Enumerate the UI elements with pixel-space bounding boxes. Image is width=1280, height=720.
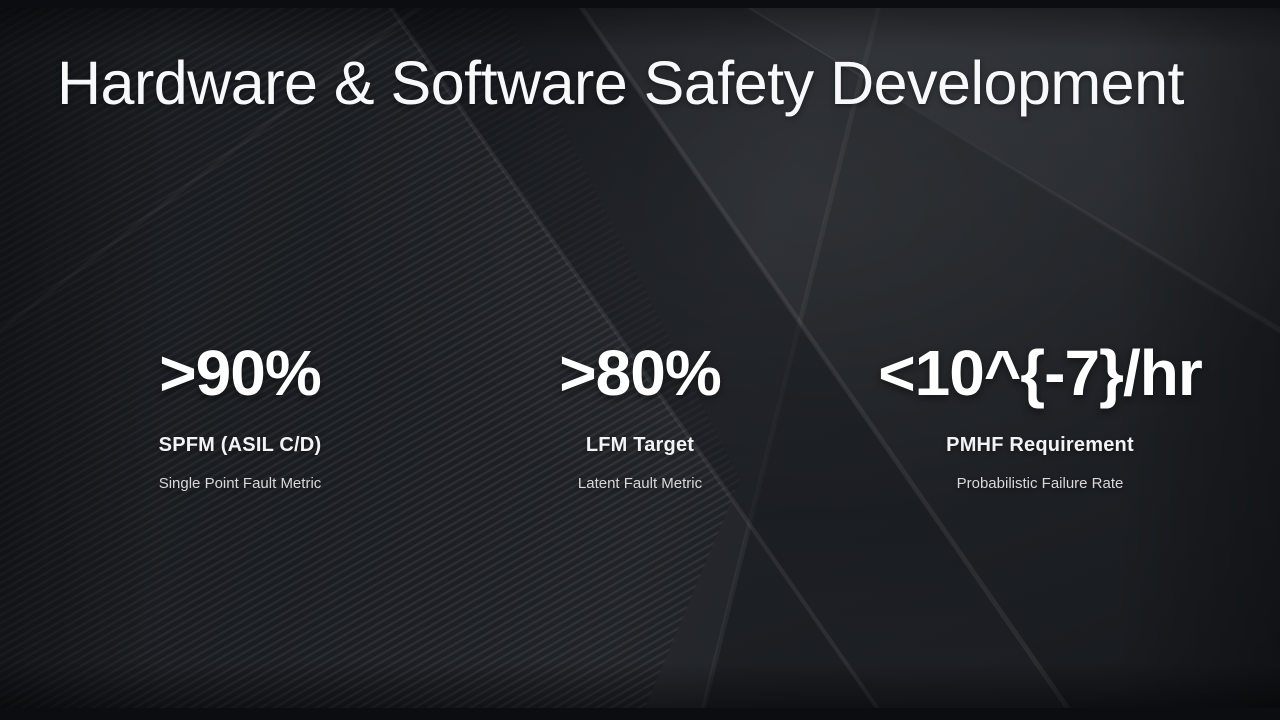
stat-value-spfm: >90% — [159, 337, 321, 409]
stat-value-pmhf: <10^{-7}/hr — [878, 337, 1202, 409]
stat-label-pmhf: PMHF Requirement — [946, 434, 1134, 456]
stat-description-lfm: Latent Fault Metric — [577, 475, 703, 492]
top-frame-bar — [0, 0, 1280, 8]
stat-label-spfm: SPFM (ASIL C/D) — [158, 434, 322, 456]
stat-label-lfm: LFM Target — [585, 434, 695, 456]
stat-description-pmhf: Probabilistic Failure Rate — [956, 475, 1124, 492]
stat-value-lfm: >80% — [559, 337, 721, 409]
stats-row: >90% SPFM (ASIL C/D) Single Point Fault … — [40, 341, 1240, 492]
bottom-frame-bar — [0, 708, 1280, 720]
stat-description-spfm: Single Point Fault Metric — [158, 475, 322, 492]
stat-spfm: >90% SPFM (ASIL C/D) Single Point Fault … — [40, 341, 440, 492]
stat-pmhf: <10^{-7}/hr PMHF Requirement Probabilist… — [840, 341, 1240, 492]
slide-title: Hardware & Software Safety Development — [57, 49, 1184, 117]
stat-lfm: >80% LFM Target Latent Fault Metric — [440, 341, 840, 492]
